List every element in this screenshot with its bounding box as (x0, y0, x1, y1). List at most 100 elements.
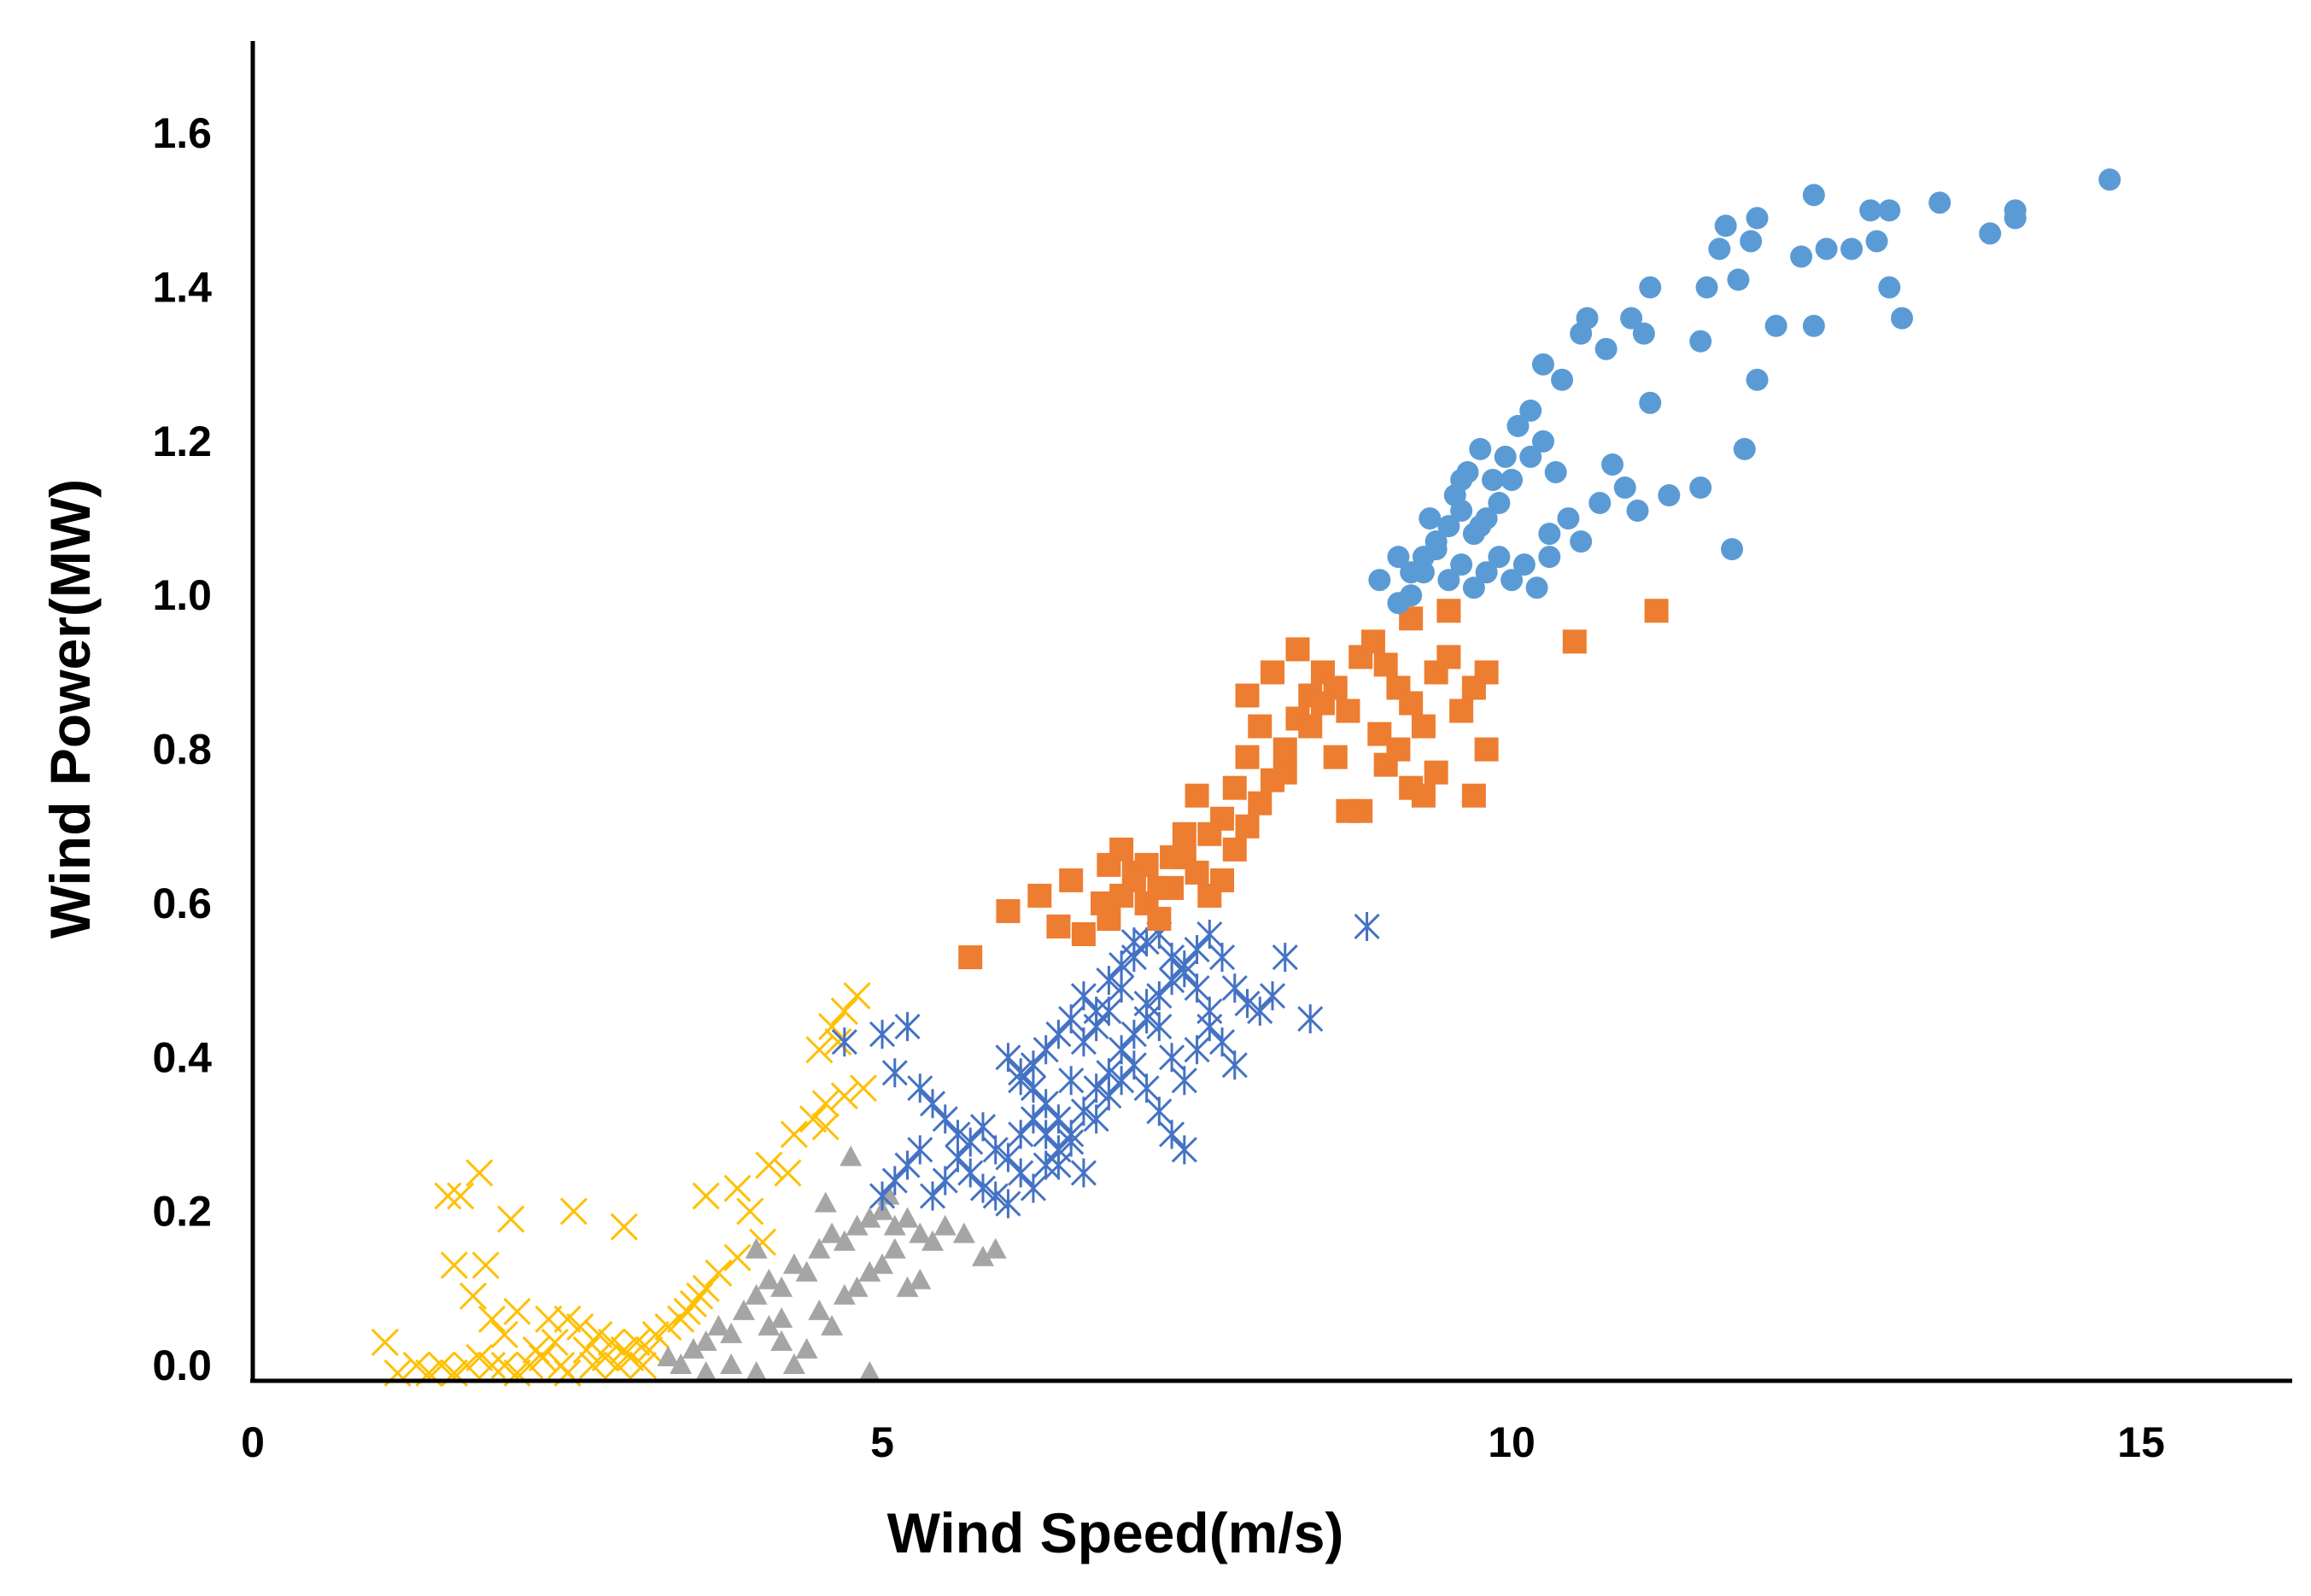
data-point (1557, 507, 1580, 530)
data-point (1469, 515, 1492, 538)
data-point (1045, 1150, 1072, 1180)
data-point (845, 1214, 869, 1236)
data-point (830, 1082, 858, 1110)
data-point (1221, 973, 1248, 1003)
data-point (1733, 437, 1756, 460)
data-point (745, 1283, 768, 1305)
data-point (1387, 546, 1410, 569)
data-point (1512, 553, 1536, 576)
data-point (1721, 538, 1744, 561)
data-point (1058, 1004, 1085, 1034)
data-point (1234, 989, 1261, 1019)
data-point (1185, 783, 1209, 808)
data-point (1790, 245, 1813, 268)
data-point (428, 1351, 456, 1380)
data-point (453, 1351, 481, 1380)
data-point (1097, 852, 1121, 877)
data-point (1045, 1020, 1072, 1049)
data-point (1096, 997, 1122, 1026)
data-point (720, 1353, 743, 1374)
data-point (1273, 737, 1297, 762)
data-point (1222, 775, 1247, 800)
data-point (795, 1260, 818, 1282)
data-point (1360, 629, 1385, 654)
x-tick-label: 5 (870, 1418, 894, 1466)
data-point (1096, 966, 1122, 996)
data-point (1708, 237, 1731, 260)
data-point (686, 1282, 714, 1310)
data-point (982, 1181, 1009, 1211)
y-tick-label: 0.4 (152, 1033, 212, 1081)
data-point (780, 1120, 808, 1149)
data-point (1259, 981, 1286, 1011)
data-point (1027, 883, 1052, 908)
data-point (995, 1043, 1021, 1073)
data-point (774, 1159, 802, 1187)
data-point (957, 1127, 984, 1157)
data-point (1488, 546, 1511, 569)
data-point (1147, 875, 1172, 900)
data-point (1159, 943, 1185, 973)
data-point (1689, 330, 1712, 353)
data-point (830, 997, 858, 1026)
data-point (808, 1299, 831, 1320)
data-point (1184, 1035, 1210, 1065)
data-point (1462, 576, 1485, 599)
data-point (770, 1330, 793, 1351)
data-point (657, 1345, 680, 1366)
data-point (1354, 911, 1380, 941)
data-point (1133, 927, 1160, 957)
data-point (694, 1330, 717, 1351)
data-point (465, 1343, 494, 1372)
data-point (535, 1305, 563, 1333)
data-point (1070, 981, 1097, 1011)
data-point (833, 1283, 856, 1305)
data-point (1632, 322, 1655, 345)
y-axis-title: Wind Power(MW) (38, 479, 102, 938)
data-point (1272, 943, 1298, 973)
data-point (1425, 530, 1448, 553)
data-point (858, 1360, 881, 1382)
data-point (1033, 1035, 1059, 1065)
data-point (1196, 920, 1223, 949)
data-point (814, 1191, 837, 1213)
y-tick-label: 0.2 (152, 1188, 212, 1236)
data-point (1045, 1104, 1072, 1134)
data-point (1033, 1150, 1059, 1180)
data-point (1109, 973, 1135, 1003)
data-point (1109, 1066, 1135, 1096)
data-point (1185, 860, 1209, 885)
data-point (1261, 660, 1284, 685)
data-point (1184, 973, 1210, 1003)
data-point (1865, 230, 1888, 253)
data-point (1221, 1050, 1248, 1080)
data-point (478, 1351, 506, 1380)
data-point (907, 1073, 933, 1103)
data-point (1928, 191, 1951, 214)
data-point (1450, 468, 1473, 491)
data-point (821, 1314, 844, 1336)
x-tick-labels: 0 5 10 15 (241, 1418, 2165, 1466)
data-point (1488, 492, 1511, 515)
data-point (770, 1276, 793, 1297)
y-tick-label: 1.0 (152, 571, 212, 619)
data-point (907, 1135, 933, 1165)
y-tick-label: 0.6 (152, 880, 212, 927)
data-series (371, 168, 2121, 1388)
data-point (617, 1343, 645, 1372)
data-point (840, 1145, 863, 1166)
data-point (1172, 821, 1196, 846)
data-point (1160, 845, 1185, 869)
data-point (566, 1312, 594, 1341)
data-point (849, 1074, 877, 1102)
data-point (459, 1282, 488, 1310)
data-point (883, 1214, 906, 1236)
data-point (1083, 1104, 1109, 1134)
data-point (490, 1351, 518, 1380)
data-point (1235, 745, 1260, 769)
data-point (604, 1351, 632, 1380)
data-point (1601, 453, 1624, 476)
data-point (1740, 230, 1763, 253)
data-point (670, 1353, 693, 1374)
data-point (1235, 814, 1260, 839)
